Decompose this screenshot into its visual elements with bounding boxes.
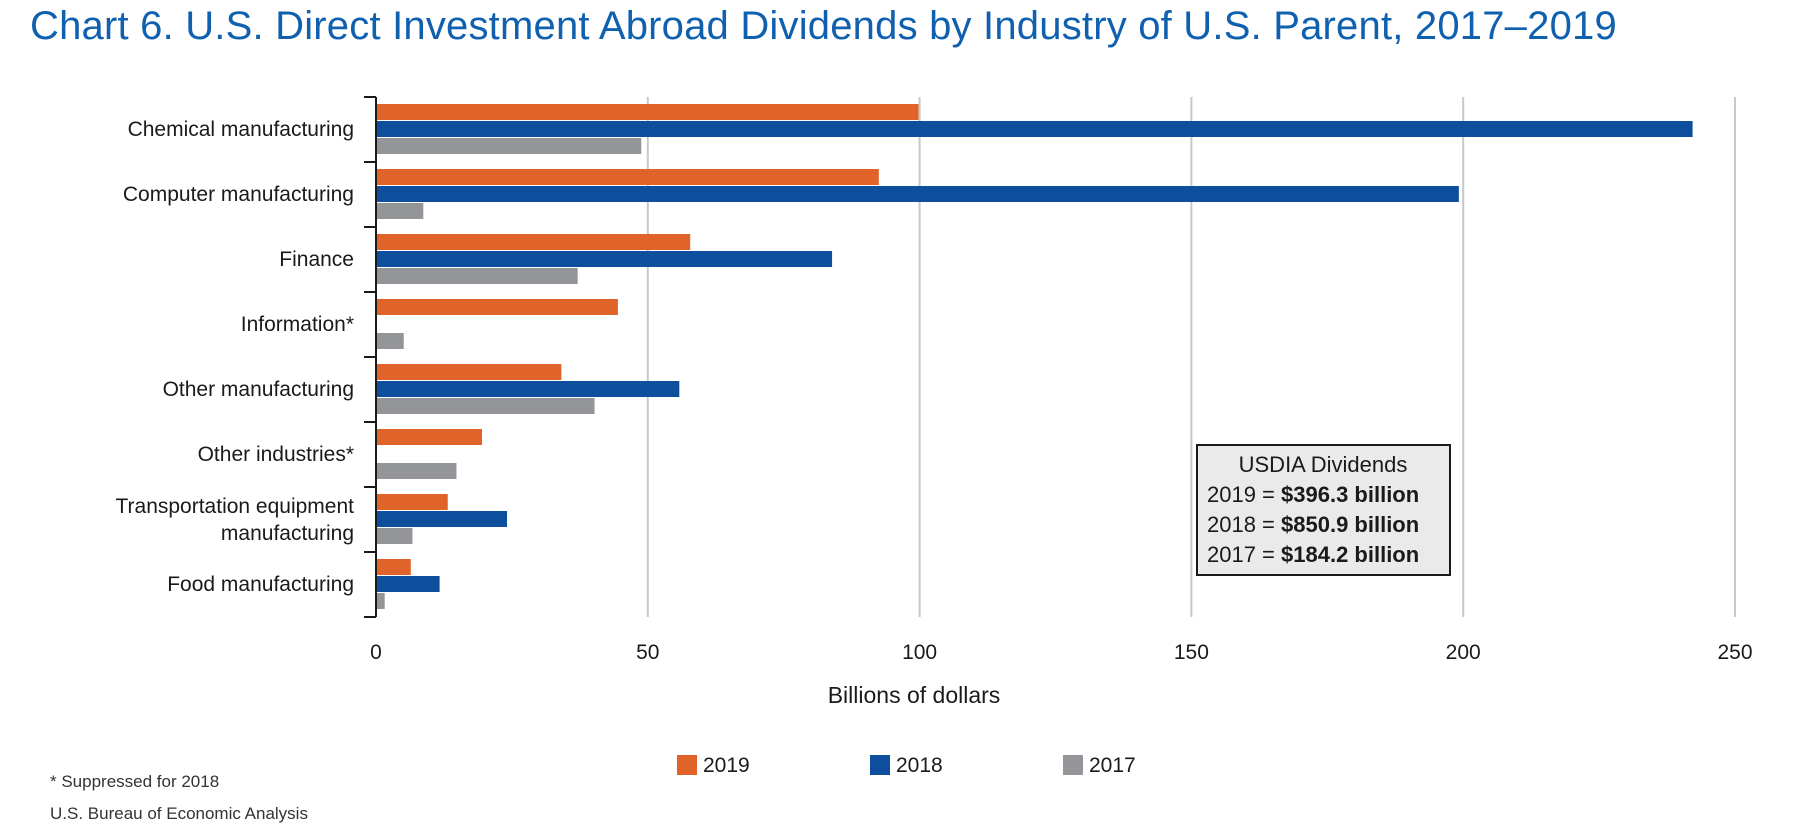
category-label: Finance <box>279 248 354 271</box>
bar-2019 <box>376 169 879 185</box>
category-labels: Chemical manufacturing Computer manufactu… <box>115 118 354 596</box>
category-label: Transportation equipment manufacturing <box>115 495 354 545</box>
category-label: Computer manufacturing <box>123 183 354 206</box>
summary-box-line: 2018 = $850.9 billion <box>1207 512 1419 537</box>
bar-2018 <box>376 186 1459 202</box>
bar-2017 <box>376 463 457 479</box>
x-tick-label: 0 <box>370 641 382 664</box>
bar-2017 <box>376 528 413 544</box>
legend-swatch-2017 <box>1063 755 1083 775</box>
bar-2019 <box>376 559 411 575</box>
legend: 2019 2018 2017 <box>677 754 1136 777</box>
category-label: Other manufacturing <box>163 378 354 401</box>
footnote: * Suppressed for 2018 <box>50 772 220 791</box>
x-axis-title: Billions of dollars <box>828 682 1001 708</box>
legend-swatch-2019 <box>677 755 697 775</box>
bar-2017 <box>376 398 595 414</box>
bar-2019 <box>376 234 691 250</box>
bar-2018 <box>376 381 680 397</box>
x-tick-label: 100 <box>902 641 937 664</box>
chart-title: Chart 6. U.S. Direct Investment Abroad D… <box>30 4 1617 48</box>
bar-2019 <box>376 429 483 445</box>
bar-2019 <box>376 364 562 380</box>
legend-label: 2019 <box>703 754 750 777</box>
bar-2019 <box>376 494 448 510</box>
bar-2017 <box>376 593 385 609</box>
bar-2018 <box>376 576 440 592</box>
category-label: Information* <box>241 313 354 336</box>
summary-box-frame <box>1196 444 1451 576</box>
x-tick-label: 200 <box>1446 641 1481 664</box>
axes <box>364 96 377 618</box>
bar-2019 <box>376 104 919 120</box>
bar-2018 <box>376 511 508 527</box>
bar-2017 <box>376 203 424 219</box>
summary-box-title: USDIA Dividends <box>1239 452 1408 477</box>
x-tick-label: 150 <box>1174 641 1209 664</box>
category-label: Other industries* <box>198 443 354 466</box>
bar-2018 <box>376 121 1693 137</box>
x-tick-label: 50 <box>636 641 659 664</box>
bar-2017 <box>376 268 578 284</box>
summary-box-line: 2019 = $396.3 billion <box>1207 482 1419 507</box>
bar-2017 <box>376 333 404 349</box>
bar-2017 <box>376 138 642 154</box>
bars <box>376 104 1693 609</box>
bar-2018 <box>376 251 833 267</box>
category-label: Food manufacturing <box>167 573 354 596</box>
category-label: Chemical manufacturing <box>128 118 354 141</box>
x-tick-labels: 0 50 100 150 200 250 <box>370 641 1752 664</box>
legend-label: 2017 <box>1089 754 1136 777</box>
x-tick-label: 250 <box>1717 641 1752 664</box>
source-note: U.S. Bureau of Economic Analysis <box>50 804 308 823</box>
bar-2019 <box>376 299 618 315</box>
summary-box-line: 2017 = $184.2 billion <box>1207 542 1419 567</box>
summary-box: USDIA Dividends 2019 = $396.3 billion 2018… <box>1196 444 1451 576</box>
legend-swatch-2018 <box>870 755 890 775</box>
legend-label: 2018 <box>896 754 943 777</box>
